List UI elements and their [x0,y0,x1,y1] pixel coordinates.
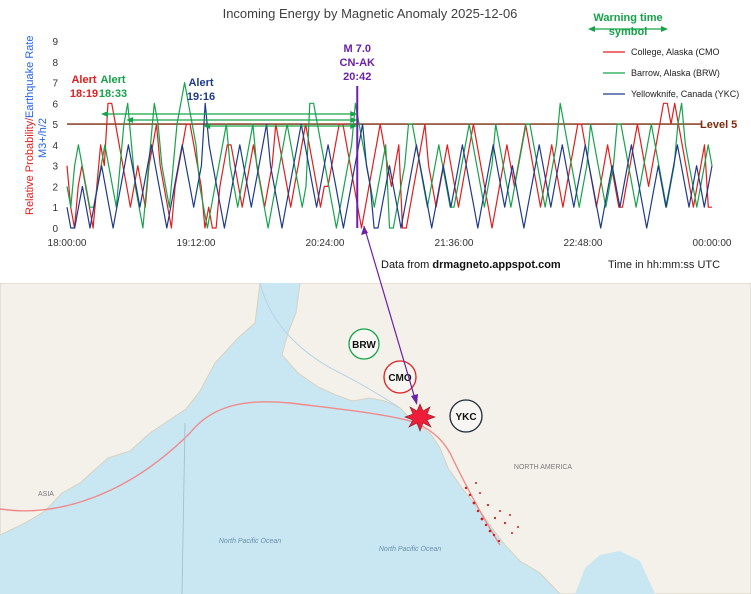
x-tick-label: 22:48:00 [564,238,603,249]
level-5-label: Level 5 [700,119,737,131]
data-source: Data from drmagneto.appspot.com [381,259,561,271]
chart: Incoming Energy by Magnetic Anomaly 2025… [0,0,751,283]
station-cmo: CMO [383,360,417,394]
x-axis-label: Time in hh:mm:ss UTC [608,259,720,271]
x-tick-label: 00:00:00 [693,238,732,249]
seismicity-cluster [464,482,519,543]
event-label-line: 20:42 [343,71,371,83]
alert-word: Alert [71,74,96,86]
event-label-line: CN-AK [340,57,375,69]
svg-text:BRW: BRW [352,340,376,351]
legend-label: Yellowknife, Canada (YKC) [631,89,739,99]
y-tick-label: 7 [52,79,58,90]
warning-arrow-head-left [126,117,134,123]
warning-arrow-head-right [350,123,358,129]
station-brw: BRW [348,328,380,360]
alert-word: Alert [100,74,125,86]
series-line-3 [66,102,713,229]
label-asia: ASIA [38,491,54,498]
y-axis-label-blue-2: M3+/h/2 [37,118,49,158]
label-pacific-west: North Pacific Ocean [219,538,281,545]
alert-time: 18:33 [99,88,127,100]
x-tick-label: 19:12:00 [177,238,216,249]
legend-label: College, Alaska (CMO [631,47,720,57]
map: ASIA NORTH AMERICA North Pacific Ocean N… [0,283,751,594]
label-pacific-east: North Pacific Ocean [379,546,441,553]
date-line [181,422,186,594]
legend-label: Barrow, Alaska (BRW) [631,68,720,78]
alert-time: 19:16 [187,91,215,103]
station-ykc: YKC [449,399,483,433]
y-tick-label: 4 [52,141,58,152]
plate-boundary [0,401,501,546]
gulf-water [575,551,655,594]
y-tick-label: 5 [52,120,58,131]
warning-symbol-arrow [588,26,668,32]
warning-arrow-head-right [350,117,358,123]
alert-time: 18:19 [70,88,98,100]
y-tick-label: 6 [52,99,58,110]
warning-symbol-line1: Warning time [593,12,662,24]
warning-arrow-head-left [203,123,211,129]
warning-symbol-line2: symbol [609,26,648,38]
y-axis-label-red: Relative Probability/ [24,117,36,215]
series-line-1 [66,102,712,229]
y-tick-label: 3 [52,162,58,173]
x-tick-label: 20:24:00 [306,238,345,249]
chart-background [0,0,751,283]
x-tick-label: 21:36:00 [435,238,474,249]
warning-arrow-head-left [101,111,109,117]
legend: College, Alaska (CMO Barrow, Alaska (BRW)… [603,47,739,99]
y-tick-label: 2 [52,182,58,193]
x-tick-label: 18:00:00 [48,238,87,249]
y-axis-label-blue: Earthquake Rate [24,35,36,118]
label-north-america: NORTH AMERICA [514,464,573,471]
svg-text:YKC: YKC [455,412,476,423]
warning-arrow-head-right [350,111,358,117]
event-label-line: M 7.0 [343,43,371,55]
alert-word: Alert [188,77,213,89]
epicenter-star-icon [404,403,436,432]
y-tick-label: 8 [52,58,58,69]
y-tick-label: 9 [52,37,58,48]
svg-text:CMO: CMO [388,373,412,384]
chart-title: Incoming Energy by Magnetic Anomaly 2025… [223,6,518,21]
asia-landmass [0,283,261,536]
y-tick-label: 0 [52,224,58,235]
y-tick-label: 1 [52,203,58,214]
